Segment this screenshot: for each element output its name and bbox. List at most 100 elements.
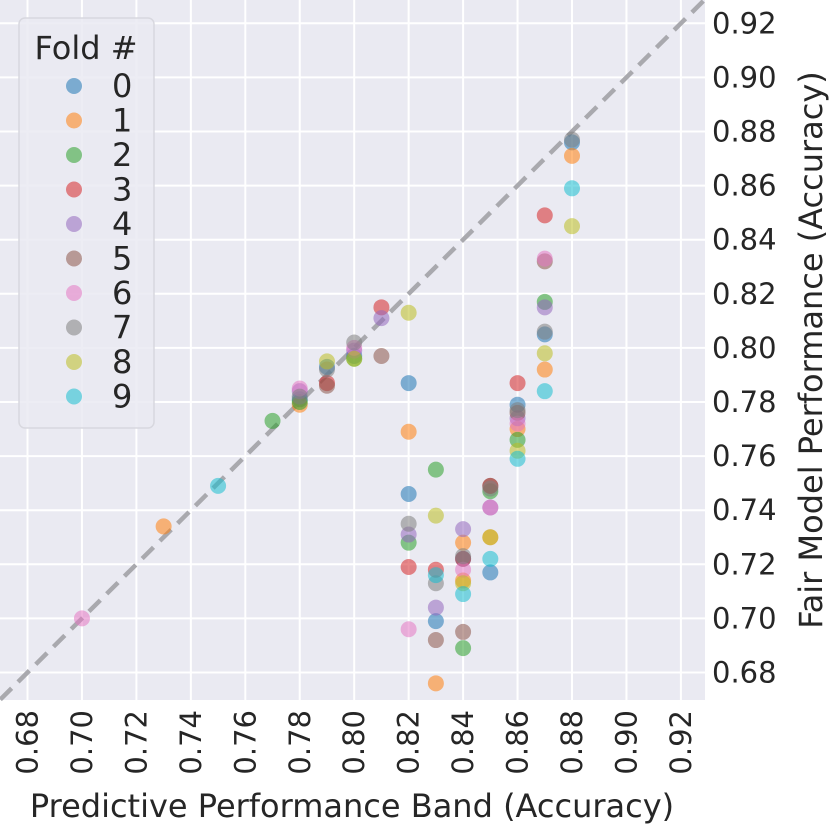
- legend-marker-fold-3: [66, 181, 82, 198]
- point-fold-4: [373, 310, 390, 327]
- legend-marker-fold-9: [66, 388, 82, 405]
- x-tick-label: 0.84: [446, 710, 480, 775]
- point-fold-0: [400, 375, 417, 392]
- x-tick-label: 0.88: [555, 710, 589, 775]
- point-fold-8: [400, 304, 417, 321]
- legend-label-fold-6: 6: [112, 274, 132, 312]
- point-fold-2: [264, 412, 281, 429]
- point-fold-6: [482, 499, 499, 516]
- point-fold-4: [536, 299, 553, 316]
- point-fold-9: [509, 450, 526, 467]
- legend-marker-fold-0: [66, 78, 82, 94]
- x-tick-label: 0.68: [11, 710, 45, 775]
- legend-label-fold-0: 0: [112, 67, 132, 105]
- legend-marker-fold-2: [66, 147, 82, 163]
- point-fold-5: [455, 623, 472, 640]
- point-fold-7: [291, 388, 308, 405]
- point-fold-0: [482, 564, 499, 581]
- point-fold-6: [509, 415, 526, 432]
- point-fold-7: [536, 323, 553, 340]
- point-fold-5: [318, 377, 335, 394]
- point-fold-8: [536, 345, 553, 362]
- point-fold-6: [536, 250, 553, 267]
- point-fold-6: [400, 621, 417, 638]
- point-fold-5: [373, 348, 390, 365]
- legend-label-fold-4: 4: [112, 205, 132, 243]
- point-fold-8: [564, 218, 580, 235]
- point-fold-6: [73, 610, 90, 627]
- y-tick-label: 0.80: [712, 331, 777, 365]
- point-fold-1: [455, 534, 472, 551]
- y-tick-label: 0.76: [712, 439, 777, 473]
- point-fold-1: [400, 423, 417, 440]
- point-fold-7: [564, 131, 580, 148]
- legend-marker-fold-5: [66, 250, 82, 267]
- legend-box: [18, 17, 155, 429]
- point-fold-4: [427, 599, 444, 616]
- y-tick-label: 0.70: [712, 601, 777, 635]
- y-tick-label: 0.74: [712, 493, 777, 527]
- point-fold-8: [427, 507, 444, 524]
- x-tick-label: 0.74: [174, 710, 208, 775]
- legend-label-fold-1: 1: [112, 102, 132, 140]
- x-axis-title: Predictive Performance Band (Accuracy): [30, 787, 674, 825]
- x-tick-label: 0.78: [283, 710, 317, 775]
- y-tick-label: 0.86: [712, 169, 777, 203]
- x-tick-labels: 0.68 0.70 0.72 0.74 0.76 0.78 0.80 0.82 0.84 0.86…: [11, 710, 698, 775]
- point-fold-3: [536, 207, 553, 224]
- point-fold-1: [427, 675, 444, 692]
- y-tick-label: 0.90: [712, 60, 777, 94]
- y-tick-label: 0.82: [712, 277, 777, 311]
- legend-marker-fold-6: [66, 285, 82, 301]
- point-fold-2: [455, 640, 472, 657]
- x-tick-label: 0.72: [119, 710, 153, 775]
- point-fold-8: [346, 350, 363, 367]
- y-tick-label: 0.92: [712, 6, 777, 40]
- x-tick-label: 0.76: [228, 710, 262, 775]
- x-tick-label: 0.86: [501, 710, 535, 775]
- point-fold-7: [509, 402, 526, 419]
- legend-marker-fold-1: [66, 112, 82, 129]
- point-fold-3: [509, 375, 526, 392]
- legend-label-fold-9: 9: [112, 378, 132, 416]
- point-fold-0: [400, 485, 417, 502]
- legend-title: Fold #: [34, 29, 137, 67]
- y-tick-label: 0.68: [712, 656, 777, 690]
- y-axis-title: Fair Model Performance (Accuracy): [792, 71, 830, 629]
- legend-label-fold-3: 3: [112, 171, 132, 209]
- point-fold-5: [427, 632, 444, 649]
- point-fold-7: [400, 515, 417, 532]
- point-fold-3: [400, 559, 417, 576]
- point-fold-9: [455, 586, 472, 603]
- legend-label-fold-8: 8: [112, 343, 132, 381]
- point-fold-7: [482, 480, 499, 497]
- x-tick-label: 0.90: [609, 710, 643, 775]
- point-fold-2: [427, 461, 444, 478]
- legend-marker-fold-4: [66, 216, 82, 232]
- legend-marker-fold-8: [66, 354, 82, 370]
- x-tick-label: 0.92: [664, 710, 698, 775]
- point-fold-9: [536, 383, 553, 400]
- point-fold-8: [482, 529, 499, 546]
- legend-label-fold-2: 2: [112, 136, 132, 174]
- point-fold-9: [564, 180, 580, 197]
- point-fold-8: [318, 353, 335, 370]
- point-fold-6: [455, 561, 472, 578]
- point-fold-1: [564, 147, 580, 164]
- point-fold-1: [155, 518, 172, 535]
- point-fold-9: [427, 567, 444, 584]
- y-tick-labels: 0.68 0.70 0.72 0.74 0.76 0.78 0.80 0.82 0.84 0.86…: [712, 6, 777, 689]
- point-fold-1: [536, 361, 553, 378]
- x-tick-label: 0.80: [337, 710, 371, 775]
- point-fold-9: [482, 550, 499, 567]
- point-fold-4: [455, 521, 472, 538]
- legend-marker-fold-7: [66, 319, 82, 336]
- point-fold-0: [427, 613, 444, 630]
- y-tick-label: 0.72: [712, 547, 777, 581]
- y-tick-label: 0.84: [712, 223, 777, 257]
- data-points: [73, 131, 580, 692]
- x-tick-label: 0.82: [392, 710, 426, 775]
- point-fold-7: [455, 548, 472, 565]
